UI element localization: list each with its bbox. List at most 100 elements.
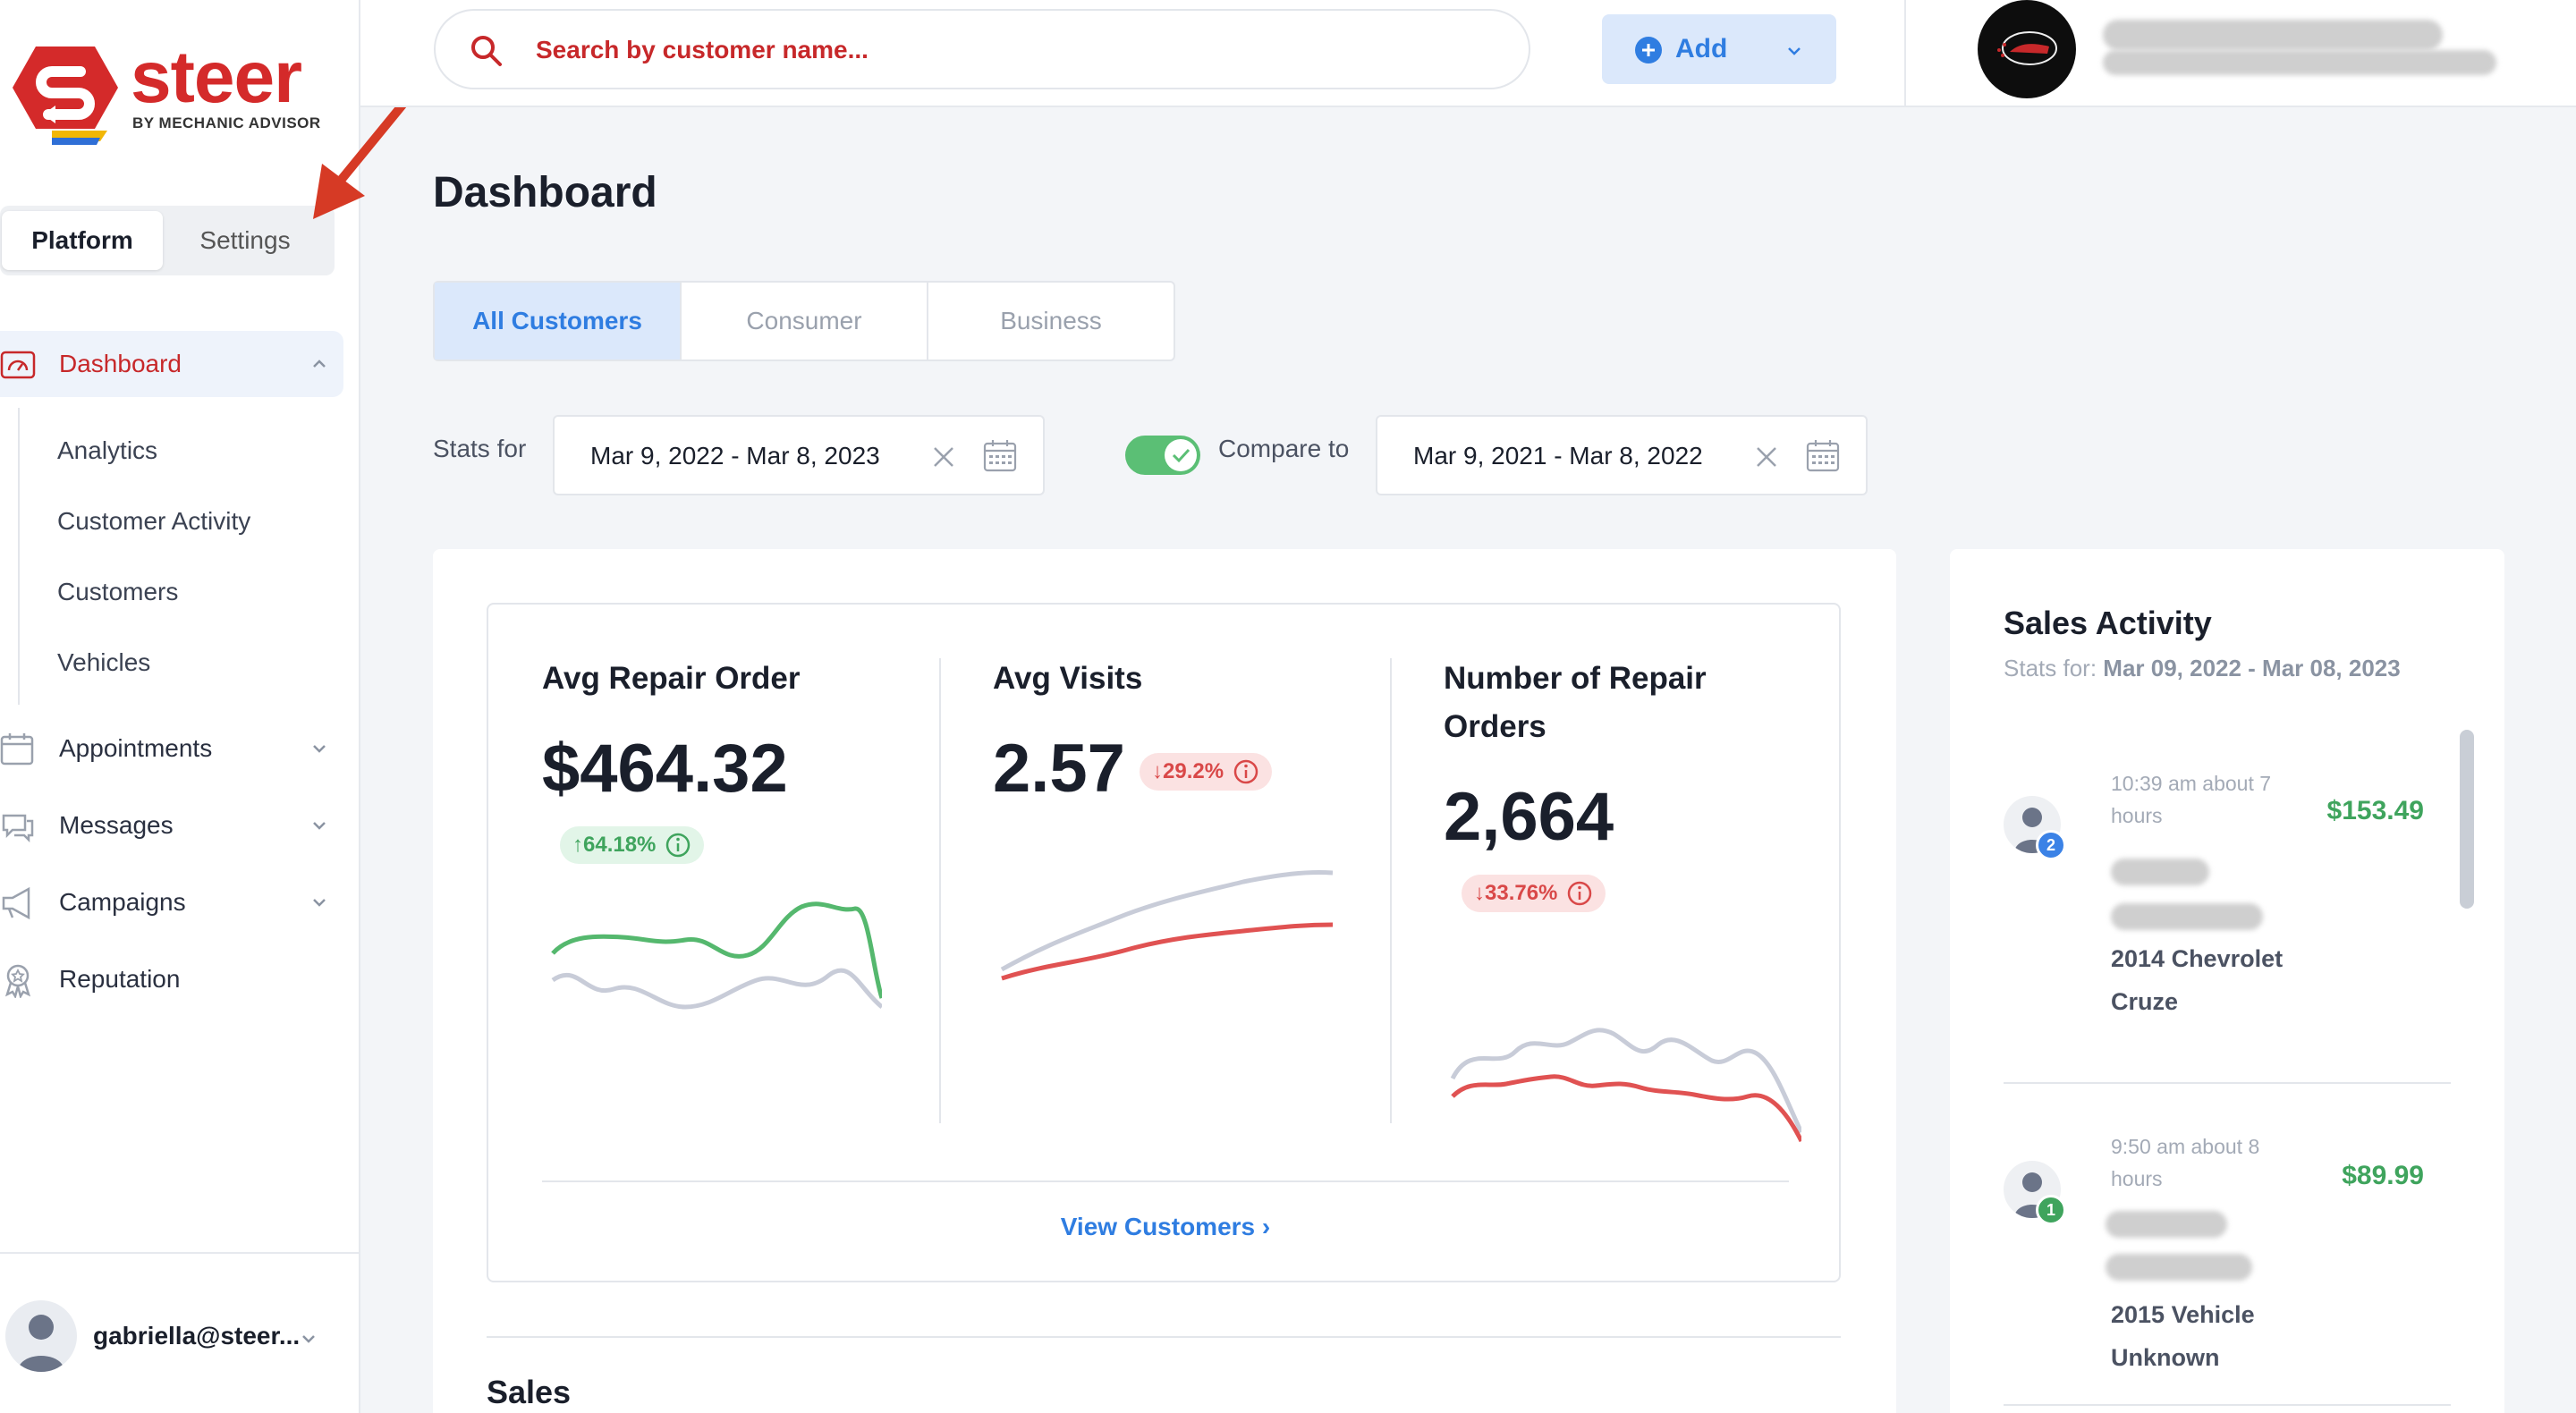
search-icon	[471, 36, 502, 66]
platform-tab[interactable]: Platform	[2, 211, 163, 270]
list-divider	[2004, 1082, 2451, 1084]
chevron-down-icon	[313, 745, 326, 753]
list-divider	[2004, 1404, 2451, 1406]
dashboard-icon	[0, 351, 36, 379]
view-customers-link[interactable]: View Customers ›	[488, 1213, 1843, 1241]
visit-count: 2	[2046, 835, 2055, 854]
shop-logo[interactable]	[1978, 0, 2076, 98]
chat-bubbles-icon	[2, 814, 34, 843]
view-customers-label: View Customers	[1060, 1213, 1256, 1240]
sidebar-item-reputation[interactable]: Reputation	[0, 946, 343, 1012]
sales-divider	[487, 1336, 1841, 1338]
stats-date-range: Mar 9, 2022 - Mar 8, 2023	[590, 442, 880, 470]
chevron-down-icon	[313, 899, 326, 907]
redacted-customer-name	[2111, 859, 2209, 885]
redacted-customer-name	[2106, 1211, 2227, 1238]
user-email: gabriella@steer...	[93, 1322, 301, 1350]
info-icon[interactable]	[665, 832, 691, 859]
megaphone-icon	[2, 886, 30, 920]
chevron-down-icon	[302, 1335, 315, 1343]
sales-title: Sales	[487, 1374, 572, 1410]
main-nav: Dashboard Analytics Customer Activity Cu…	[0, 331, 343, 1023]
kpi-footer-divider	[542, 1180, 1789, 1182]
tab-all-customers[interactable]: All Customers	[435, 283, 682, 360]
redacted-customer-detail	[2111, 903, 2263, 930]
chevron-down-icon	[1788, 47, 1801, 55]
kpi-title: Avg Visits	[993, 661, 1143, 696]
activity-vehicle: 2015 Vehicle Unknown	[2111, 1301, 2255, 1371]
check-icon	[1172, 448, 1191, 463]
calendar-icon[interactable]	[1805, 438, 1841, 474]
list-item[interactable]: 2 10:39 am about 7 hours $153.49 2014 Ch…	[2004, 760, 2451, 1172]
topbar-divider	[1904, 0, 1906, 107]
steer-logo-icon	[13, 47, 118, 145]
visit-count-badge: 1	[2036, 1195, 2066, 1225]
add-button-label: Add	[1675, 34, 1728, 63]
arrow-down-icon: ↓	[1474, 881, 1485, 905]
sidebar: steer BY MECHANIC ADVISOR Platform Setti…	[0, 0, 360, 1413]
kpi-change-badge: ↓ 29.2%	[1140, 753, 1273, 791]
tab-business[interactable]: Business	[1000, 307, 1102, 334]
kpi-avg-repair-order: Avg Repair Order $464.32 ↑ 64.18%	[488, 605, 939, 1141]
sales-activity-stats-range: Mar 09, 2022 - Mar 08, 2023	[2103, 655, 2401, 681]
redacted-shop-address	[2103, 50, 2496, 75]
sidebar-item-customers[interactable]: Customers	[57, 577, 179, 605]
sales-activity-range: Stats for: Mar 09, 2022 - Mar 08, 2023	[2004, 655, 2401, 682]
sidebar-item-messages[interactable]: Messages	[0, 792, 343, 859]
settings-tab[interactable]: Settings	[199, 226, 291, 254]
sparkline-avg-repair-order	[551, 901, 882, 1010]
tab-consumer[interactable]: Consumer	[682, 283, 928, 360]
annotation-arrow-icon	[313, 89, 416, 219]
dashboard-submenu: Analytics Customer Activity Customers Ve…	[18, 408, 343, 705]
chevron-right-icon: ›	[1261, 1213, 1271, 1240]
toggle-knob	[1165, 439, 1197, 471]
brand-name: steer	[131, 37, 302, 118]
sidebar-item-appointments[interactable]: Appointments	[0, 715, 343, 782]
stats-for-label: Stats for	[433, 435, 527, 462]
visit-count-badge: 2	[2036, 830, 2066, 860]
compare-toggle[interactable]	[1125, 436, 1200, 475]
redacted-shop-name	[2103, 20, 2443, 50]
scrollbar[interactable]	[2460, 730, 2474, 909]
kpi-avg-visits: Avg Visits 2.57 ↓ 29.2%	[939, 605, 1390, 1141]
redacted-customer-detail	[2106, 1254, 2252, 1281]
clear-icon[interactable]	[930, 444, 957, 470]
sidebar-item-label: Appointments	[59, 734, 213, 762]
chevron-down-icon	[313, 822, 326, 830]
sales-activity-title: Sales Activity	[2004, 605, 2212, 641]
activity-vehicle: 2014 Chevrolet Cruze	[2111, 945, 2284, 1015]
kpi-change: 33.76%	[1485, 881, 1558, 905]
user-menu[interactable]: gabriella@steer...	[0, 1252, 360, 1413]
sidebar-item-campaigns[interactable]: Campaigns	[0, 869, 343, 935]
list-item[interactable]: 1 9:50 am about 8 hours $89.99 2015 Vehi…	[2004, 1125, 2451, 1413]
activity-amount: $89.99	[2342, 1161, 2424, 1190]
info-icon[interactable]	[1233, 758, 1259, 785]
steer-logo[interactable]: steer BY MECHANIC ADVISOR	[7, 37, 329, 148]
compare-date-range-picker[interactable]: Mar 9, 2021 - Mar 8, 2022	[1376, 415, 1868, 495]
stats-date-range-picker[interactable]: Mar 9, 2022 - Mar 8, 2023	[553, 415, 1045, 495]
search-input[interactable]	[536, 29, 1484, 72]
sales-activity-stats-prefix: Stats for:	[2004, 655, 2097, 681]
kpi-divider	[1390, 658, 1392, 1123]
arrow-up-icon: ↑	[572, 833, 583, 857]
clear-icon[interactable]	[1753, 444, 1780, 470]
sidebar-item-label: Messages	[59, 811, 174, 839]
kpi-change: 29.2%	[1163, 759, 1224, 783]
activity-amount: $153.49	[2326, 796, 2424, 825]
sidebar-item-analytics[interactable]: Analytics	[57, 436, 158, 464]
kpi-title: Avg Repair Order	[542, 661, 801, 696]
sidebar-item-customer-activity[interactable]: Customer Activity	[57, 506, 251, 535]
visit-count: 1	[2046, 1200, 2055, 1219]
kpi-value: 2.57	[993, 731, 1125, 807]
sidebar-item-dashboard[interactable]: Dashboard	[0, 331, 343, 397]
user-avatar-icon	[18, 1315, 64, 1372]
calendar-icon[interactable]	[982, 438, 1018, 474]
sparkline-number-repair-orders	[1450, 1028, 1801, 1143]
kpi-change-badge: ↓ 33.76%	[1462, 875, 1606, 912]
compare-date-range: Mar 9, 2021 - Mar 8, 2022	[1413, 442, 1703, 470]
activity-time: 9:50 am about 8 hours	[2111, 1135, 2260, 1190]
chevron-up-icon	[313, 360, 326, 368]
add-button[interactable]: Add	[1602, 14, 1836, 84]
sidebar-item-vehicles[interactable]: Vehicles	[57, 647, 151, 676]
info-icon[interactable]	[1566, 880, 1593, 907]
